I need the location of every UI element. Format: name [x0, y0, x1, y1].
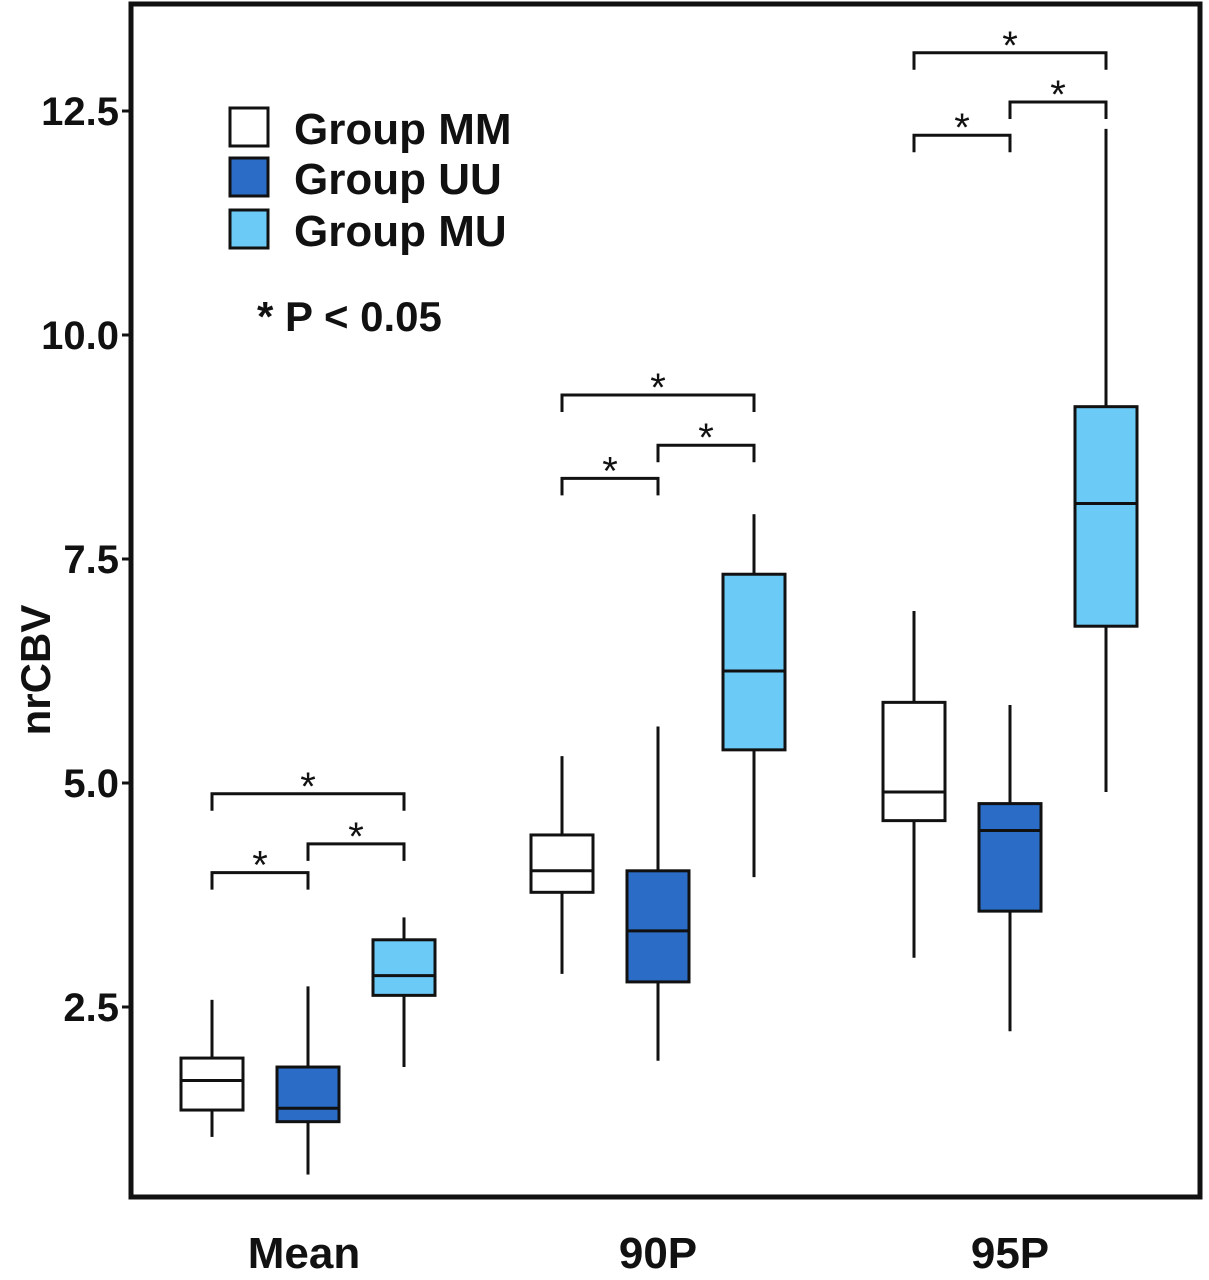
- significance-star: *: [954, 106, 970, 150]
- significance-star: *: [1002, 24, 1018, 68]
- legend-label: Group MU: [294, 207, 507, 256]
- significance-bracket: *: [560, 449, 660, 496]
- significance-bracket: *: [210, 765, 406, 811]
- significance-bracket: *: [912, 24, 1108, 70]
- significance-bracket: *: [210, 844, 310, 890]
- significance-bracket: *: [560, 366, 756, 413]
- box-group-mm-mean: [179, 999, 245, 1137]
- bracket-line: [912, 51, 1108, 70]
- significance-star: *: [252, 844, 268, 888]
- box-group-mu-mean: [371, 917, 437, 1068]
- box-iqr: [275, 1065, 341, 1124]
- legend-entry: Group MM: [228, 105, 512, 154]
- significance-bracket: *: [1008, 73, 1108, 120]
- legend-swatch: [228, 156, 270, 198]
- box-iqr: [721, 572, 787, 752]
- bracket-line: [210, 792, 406, 811]
- box-group-uu-mean: [275, 986, 341, 1175]
- y-tick-label: 7.5: [63, 538, 119, 582]
- significance-bracket: *: [306, 815, 406, 861]
- boxes-layer: [179, 128, 1139, 1175]
- plot-frame: [128, 1, 1203, 1200]
- x-category-label: Mean: [248, 1229, 360, 1278]
- significance-star: *: [348, 815, 364, 859]
- x-category-label: 90P: [619, 1229, 697, 1278]
- box-iqr: [1073, 405, 1139, 628]
- y-tick-label: 5.0: [63, 762, 119, 806]
- box-group-mm-95p: [881, 610, 947, 958]
- y-axis-title: nrCBV: [12, 605, 59, 736]
- box-iqr: [179, 1056, 245, 1112]
- x-category-label: 95P: [971, 1229, 1049, 1278]
- significance-star: *: [698, 416, 714, 460]
- x-axis-categories: Mean 90P 95P: [248, 1229, 1049, 1278]
- significance-star: *: [602, 449, 618, 493]
- box-group-mu-95p: [1073, 128, 1139, 792]
- legend-label: Group UU: [294, 155, 502, 204]
- bracket-line: [306, 842, 406, 861]
- legend-entry: Group UU: [228, 155, 502, 204]
- y-tick-label: 2.5: [63, 986, 119, 1030]
- box-iqr: [881, 700, 947, 823]
- box-iqr: [625, 869, 691, 984]
- box-iqr: [371, 938, 437, 997]
- bracket-line: [560, 393, 756, 413]
- legend-swatch: [228, 106, 270, 148]
- bracket-line: [210, 871, 310, 890]
- legend-entry: Group MU: [228, 207, 507, 256]
- y-axis: 2.5 5.0 7.5 10.0 12.5: [41, 90, 131, 1030]
- box-group-mm-90p: [529, 756, 595, 974]
- significance-star: *: [650, 366, 666, 410]
- significance-bracket: *: [912, 106, 1012, 153]
- y-tick-label: 10.0: [41, 314, 119, 358]
- p-value-note: * P < 0.05: [257, 293, 442, 340]
- box-group-uu-90p: [625, 726, 691, 1061]
- significance-star: *: [300, 765, 316, 809]
- bracket-line: [656, 443, 756, 463]
- significance-star: *: [1050, 73, 1066, 117]
- bracket-line: [560, 476, 660, 496]
- bracket-line: [1008, 100, 1108, 120]
- legend-label: Group MM: [294, 105, 512, 154]
- legend-swatch: [228, 208, 270, 250]
- bracket-line: [912, 133, 1012, 153]
- box-group-uu-95p: [977, 705, 1043, 1032]
- box-iqr: [529, 833, 595, 894]
- box-iqr: [977, 802, 1043, 913]
- y-tick-label: 12.5: [41, 90, 119, 134]
- significance-layer: * * * * * * * * *: [210, 24, 1108, 890]
- significance-bracket: *: [656, 416, 756, 463]
- box-group-mu-90p: [721, 514, 787, 878]
